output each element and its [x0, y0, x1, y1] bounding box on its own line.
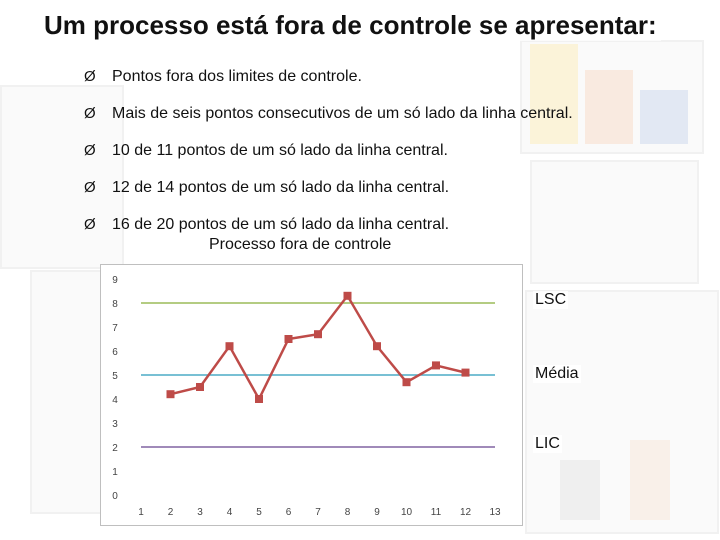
criteria-list: Ø Pontos fora dos limites de controle. Ø…: [84, 58, 573, 243]
x-tick-label: 3: [197, 507, 203, 518]
list-item: Ø 16 de 20 pontos de um só lado da linha…: [84, 206, 573, 243]
arrow-bullet-icon: Ø: [84, 141, 96, 159]
y-tick-label: 7: [112, 323, 118, 334]
lsc-label: LSC: [533, 291, 569, 309]
data-point: [432, 361, 440, 370]
data-point: [461, 368, 470, 377]
y-tick-label: 0: [112, 491, 118, 502]
y-tick-label: 2: [112, 443, 118, 454]
media-label: Média: [533, 365, 581, 383]
x-tick-label: 6: [286, 507, 292, 518]
x-tick-label: 8: [345, 507, 351, 518]
bullet-text: Mais de seis pontos consecutivos de um s…: [112, 104, 573, 122]
list-item: Ø 12 de 14 pontos de um só lado da linha…: [84, 169, 573, 206]
arrow-bullet-icon: Ø: [84, 215, 96, 233]
data-point: [284, 335, 293, 343]
y-tick-label: 5: [112, 371, 118, 382]
arrow-bullet-icon: Ø: [84, 104, 96, 122]
x-tick-label: 9: [374, 507, 380, 518]
data-point: [343, 291, 352, 300]
data-point: [373, 342, 381, 351]
bullet-text: 12 de 14 pontos de um só lado da linha c…: [112, 178, 450, 196]
x-tick-label: 4: [227, 507, 233, 518]
bullet-text: Pontos fora dos limites de controle.: [112, 67, 362, 85]
data-point: [166, 390, 175, 399]
data-point: [314, 330, 322, 339]
list-item: Ø 10 de 11 pontos de um só lado da linha…: [84, 132, 573, 169]
x-tick-label: 11: [431, 507, 442, 518]
data-point: [225, 342, 234, 351]
x-tick-label: 7: [315, 507, 321, 518]
lic-label: LIC: [533, 435, 562, 453]
x-tick-label: 12: [460, 507, 472, 518]
y-tick-label: 6: [112, 347, 118, 358]
x-tick-label: 1: [138, 507, 144, 518]
x-tick-label: 2: [168, 507, 174, 518]
bullet-text: 10 de 11 pontos de um só lado da linha c…: [112, 141, 448, 159]
slide-title: Um processo está fora de controle se apr…: [40, 10, 661, 41]
y-tick-label: 9: [112, 275, 118, 286]
x-tick-label: 5: [256, 507, 262, 518]
data-point: [255, 395, 263, 403]
arrow-bullet-icon: Ø: [84, 178, 96, 196]
bullet-text: 16 de 20 pontos de um só lado da linha c…: [112, 215, 450, 233]
list-item: Ø Pontos fora dos limites de controle.: [84, 58, 573, 95]
list-item: Ø Mais de seis pontos consecutivos de um…: [84, 95, 573, 132]
data-point: [402, 378, 411, 387]
chart-title: Processo fora de controle: [207, 236, 394, 254]
y-tick-label: 1: [112, 467, 118, 478]
series-line: [170, 293, 466, 402]
y-tick-label: 8: [112, 299, 118, 310]
chart-area: 0 1 2 3 4 5 6 7 8 9 1 2 3 4 5 6 7 8 9 10 11 12 13: [100, 264, 523, 526]
x-tick-label: 13: [489, 507, 501, 518]
arrow-bullet-icon: Ø: [84, 67, 96, 85]
y-tick-label: 4: [112, 395, 118, 406]
x-tick-label: 10: [401, 507, 413, 518]
data-point: [196, 383, 204, 391]
y-tick-label: 3: [112, 419, 118, 430]
